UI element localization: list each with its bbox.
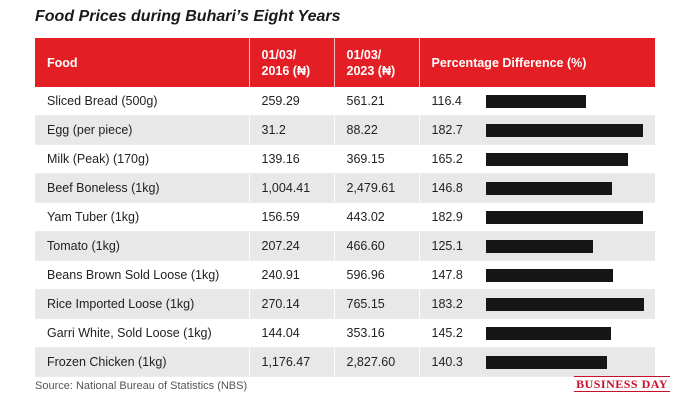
header-percentage-label: Percentage Difference (%) xyxy=(431,55,587,70)
price-2016-cell: 1,176.47 xyxy=(249,347,335,377)
header-food: Food xyxy=(35,38,250,87)
price-2023-cell: 369.15 xyxy=(334,144,420,174)
food-cell: Yam Tuber (1kg) xyxy=(35,202,250,232)
percentage-value: 165.2 xyxy=(431,152,463,166)
percentage-cell: 146.8 xyxy=(419,173,655,203)
header-2016-label: 01/03/ 2016 (₦) xyxy=(261,47,311,78)
percentage-bar xyxy=(485,269,613,282)
percentage-cell: 140.3 xyxy=(419,347,655,377)
table-row: Garri White, Sold Loose (1kg) 144.04 353.1… xyxy=(35,318,655,348)
percentage-value: 182.7 xyxy=(431,123,463,137)
price-2016-cell: 270.14 xyxy=(249,289,335,319)
percentage-bar xyxy=(485,211,644,224)
percentage-bar xyxy=(485,182,613,195)
table-row: Rice Imported Loose (1kg) 270.14 765.15 183… xyxy=(35,289,655,319)
percentage-value: 145.2 xyxy=(431,326,463,340)
price-2016-cell: 156.59 xyxy=(249,202,335,232)
header-2016: 01/03/ 2016 (₦) xyxy=(249,38,335,87)
food-cell: Tomato (1kg) xyxy=(35,231,250,261)
percentage-value: 147.8 xyxy=(431,268,463,282)
table-row: Sliced Bread (500g) 259.29 561.21 116.4 xyxy=(35,87,655,116)
logo-text: BUSINESS DAY xyxy=(574,376,670,392)
price-2023-cell: 561.21 xyxy=(334,87,420,116)
percentage-cell: 165.2 xyxy=(419,144,655,174)
percentage-value: 116.4 xyxy=(431,94,462,108)
food-cell: Beans Brown Sold Loose (1kg) xyxy=(35,260,250,290)
percentage-bar xyxy=(485,298,644,311)
percentage-bar xyxy=(485,153,628,166)
percentage-bar xyxy=(485,124,644,137)
table-row: Tomato (1kg) 207.24 466.60 125.1 xyxy=(35,231,655,261)
food-cell: Milk (Peak) (170g) xyxy=(35,144,250,174)
food-cell: Garri White, Sold Loose (1kg) xyxy=(35,318,250,348)
price-2023-cell: 466.60 xyxy=(334,231,420,261)
table-row: Beans Brown Sold Loose (1kg) 240.91 596.96… xyxy=(35,260,655,290)
percentage-value: 182.9 xyxy=(431,210,463,224)
price-2023-cell: 353.16 xyxy=(334,318,420,348)
table-row: Egg (per piece) 31.2 88.22 182.7 xyxy=(35,115,655,145)
food-cell: Rice Imported Loose (1kg) xyxy=(35,289,250,319)
table-header-row: Food 01/03/ 2016 (₦) 01/03/ 2023 (₦) Per… xyxy=(35,38,655,87)
food-cell: Frozen Chicken (1kg) xyxy=(35,347,250,377)
percentage-cell: 182.9 xyxy=(419,202,655,232)
price-2016-cell: 240.91 xyxy=(249,260,335,290)
percentage-value: 140.3 xyxy=(431,355,463,369)
price-2016-cell: 207.24 xyxy=(249,231,335,261)
percentage-value: 125.1 xyxy=(431,239,463,253)
price-2016-cell: 144.04 xyxy=(249,318,335,348)
source-note: Source: National Bureau of Statistics (N… xyxy=(35,380,248,392)
percentage-value: 183.2 xyxy=(431,297,463,311)
table-row: Beef Boneless (1kg) 1,004.41 2,479.61 146.8 xyxy=(35,173,655,203)
table-row: Milk (Peak) (170g) 139.16 369.15 165.2 xyxy=(35,144,655,174)
food-cell: Egg (per piece) xyxy=(35,115,250,145)
table-row: Yam Tuber (1kg) 156.59 443.02 182.9 xyxy=(35,202,655,232)
header-percentage: Percentage Difference (%) xyxy=(419,38,655,87)
price-2016-cell: 31.2 xyxy=(249,115,335,145)
percentage-value: 146.8 xyxy=(431,181,463,195)
businessday-logo: BUSINESS DAY xyxy=(574,376,670,392)
food-prices-table: Food 01/03/ 2016 (₦) 01/03/ 2023 (₦) Per… xyxy=(35,38,655,377)
percentage-cell: 125.1 xyxy=(419,231,655,261)
percentage-bar xyxy=(485,240,594,253)
header-2023: 01/03/ 2023 (₦) xyxy=(334,38,420,87)
food-cell: Beef Boneless (1kg) xyxy=(35,173,250,203)
table-body: Sliced Bread (500g) 259.29 561.21 116.4 Egg … xyxy=(35,87,655,377)
price-2023-cell: 765.15 xyxy=(334,289,420,319)
percentage-cell: 145.2 xyxy=(419,318,655,348)
price-2023-cell: 443.02 xyxy=(334,202,420,232)
header-food-label: Food xyxy=(47,55,78,70)
food-cell: Sliced Bread (500g) xyxy=(35,87,250,116)
percentage-bar xyxy=(485,95,586,108)
price-2023-cell: 2,827.60 xyxy=(334,347,420,377)
price-2016-cell: 259.29 xyxy=(249,87,335,116)
chart-title: Food Prices during Buhari’s Eight Years xyxy=(35,8,341,25)
percentage-cell: 116.4 xyxy=(419,87,655,116)
percentage-bar xyxy=(485,327,611,340)
percentage-cell: 182.7 xyxy=(419,115,655,145)
table-row: Frozen Chicken (1kg) 1,176.47 2,827.60 140.… xyxy=(35,347,655,377)
price-2023-cell: 596.96 xyxy=(334,260,420,290)
price-2016-cell: 1,004.41 xyxy=(249,173,335,203)
percentage-cell: 183.2 xyxy=(419,289,655,319)
price-2023-cell: 88.22 xyxy=(334,115,420,145)
header-2023-label: 01/03/ 2023 (₦) xyxy=(346,47,396,78)
price-2023-cell: 2,479.61 xyxy=(334,173,420,203)
percentage-cell: 147.8 xyxy=(419,260,655,290)
percentage-bar xyxy=(485,356,607,369)
price-2016-cell: 139.16 xyxy=(249,144,335,174)
